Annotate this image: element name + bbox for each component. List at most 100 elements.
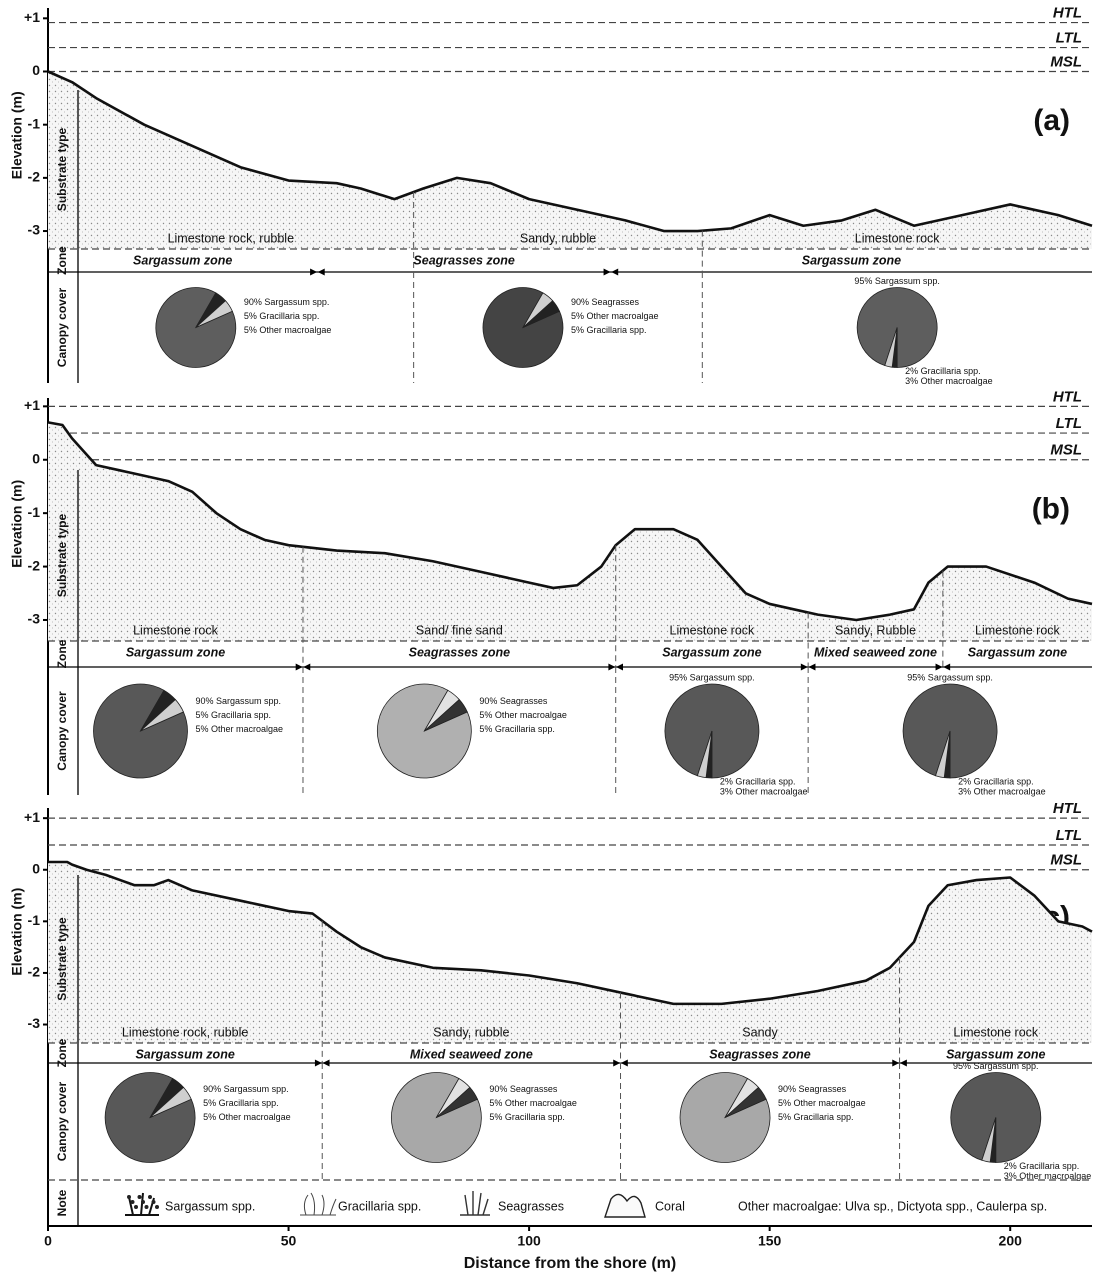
x-axis-title: Distance from the shore (m) [464, 1255, 676, 1272]
icon-dot [134, 1205, 138, 1209]
pie-label: 90% Seagrasses [571, 297, 640, 307]
y-tick-label: -3 [28, 222, 41, 238]
row-label: Substrate type [55, 127, 69, 211]
pie-label: 5% Gracillaria spp. [571, 325, 647, 335]
icon-dot [138, 1195, 142, 1199]
x-tick-label: 150 [758, 1233, 782, 1249]
pie-label: 90% Sargassum spp. [195, 696, 281, 706]
substrate-label: Sandy [742, 1025, 778, 1039]
zone-label: Seagrasses zone [409, 645, 510, 659]
icon-stroke [605, 1194, 645, 1217]
legend-icon [460, 1191, 490, 1215]
y-axis-title: Elevation (m) [9, 888, 25, 976]
x-tick-label: 0 [44, 1233, 52, 1249]
y-tick-label: +1 [24, 397, 40, 413]
icon-dot [155, 1205, 159, 1209]
zone-label: Sargassum zone [946, 1047, 1045, 1061]
tide-label: MSL [1050, 852, 1082, 869]
y-tick-label: -1 [28, 912, 41, 928]
pie-label: 90% Sargassum spp. [203, 1084, 289, 1094]
substrate-label: Sand/ fine sand [416, 623, 503, 637]
pie-label: 5% Gracillaria spp. [244, 311, 320, 321]
substrate-fill [48, 862, 1092, 1043]
pie-label: 5% Other macroalgae [244, 325, 332, 335]
y-tick-label: +1 [24, 809, 40, 825]
y-tick-label: -1 [28, 504, 41, 520]
tide-label: LTL [1056, 415, 1082, 432]
substrate-label: Sandy, rubble [520, 231, 596, 245]
zone-label: Sargassum zone [126, 645, 225, 659]
substrate-label: Limestone rock [953, 1025, 1039, 1039]
substrate-label: Limestone rock [975, 623, 1061, 637]
substrate-label: Limestone rock [670, 623, 756, 637]
zone-label: Sargassum zone [662, 645, 761, 659]
y-tick-label: -2 [28, 169, 41, 185]
icon-dot [145, 1205, 149, 1209]
pie-label: 5% Gracillaria spp. [203, 1098, 279, 1108]
row-label: Substrate type [55, 513, 69, 597]
row-label: Substrate type [55, 917, 69, 1001]
icon-stroke [300, 1193, 336, 1215]
substrate-label: Limestone rock, rubble [122, 1025, 249, 1039]
legend-icon [605, 1194, 645, 1217]
tide-label: MSL [1050, 53, 1082, 70]
x-tick-label: 100 [517, 1233, 541, 1249]
chart: Distance from the shore (m) +1 0 -1 -2 -3 Ele… [0, 0, 1094, 1279]
pie-label: 3% Other macroalgae [958, 786, 1046, 796]
icon-dot [148, 1195, 152, 1199]
substrate-label: Limestone rock [133, 623, 219, 637]
zone-label: Mixed seaweed zone [814, 645, 937, 659]
pie-label: 3% Other macroalgae [905, 376, 993, 386]
pie-label: 90% Sargassum spp. [244, 297, 330, 307]
pie-label: 3% Other macroalgae [1004, 1171, 1092, 1181]
pie-label: 90% Seagrasses [479, 696, 548, 706]
tide-label: HTL [1053, 5, 1082, 22]
legend-label: Seagrasses [498, 1199, 564, 1213]
substrate-label: Sandy, rubble [433, 1025, 509, 1039]
y-tick-label: -1 [28, 115, 41, 131]
y-tick-label: 0 [32, 450, 40, 466]
tide-label: LTL [1056, 30, 1082, 47]
substrate-label: Limestone rock [855, 231, 941, 245]
y-axis-title: Elevation (m) [9, 91, 25, 179]
icon-dot [131, 1200, 135, 1204]
legend-label: Sargassum spp. [165, 1199, 255, 1213]
y-tick-label: -3 [28, 1015, 41, 1031]
pie-label: 2% Gracillaria spp. [720, 776, 796, 786]
tide-label: LTL [1056, 827, 1082, 844]
panel-label: (b) [1032, 492, 1070, 525]
row-label: Canopy cover [55, 1081, 69, 1161]
y-tick-label: 0 [32, 62, 40, 78]
icon-stroke [460, 1191, 490, 1215]
zone-label: Seagrasses zone [413, 253, 514, 267]
legend-icon [125, 1193, 159, 1215]
row-label: Note [55, 1189, 69, 1216]
pie-label: 5% Other macroalgae [778, 1098, 866, 1108]
y-tick-label: 0 [32, 860, 40, 876]
zone-label: Sargassum zone [133, 253, 232, 267]
pie-label: 5% Other macroalgae [479, 710, 567, 720]
tide-label: HTL [1053, 388, 1082, 405]
legend-icon [300, 1193, 336, 1215]
pie-label: 5% Gracillaria spp. [778, 1112, 854, 1122]
pie-label: 2% Gracillaria spp. [958, 776, 1034, 786]
pie-label: 5% Other macroalgae [195, 724, 283, 734]
substrate-fill [48, 422, 1092, 641]
row-label: Canopy cover [55, 691, 69, 771]
pie-label: 5% Other macroalgae [489, 1098, 577, 1108]
substrate-label: Sandy, Rubble [835, 623, 916, 637]
pie-label: 3% Other macroalgae [720, 786, 808, 796]
tide-label: HTL [1053, 800, 1082, 817]
tide-label: MSL [1050, 442, 1082, 459]
icon-dot [152, 1200, 156, 1204]
x-tick-label: 50 [281, 1233, 297, 1249]
pie-label: 5% Gracillaria spp. [489, 1112, 565, 1122]
y-tick-label: -2 [28, 964, 41, 980]
icon-dot [127, 1195, 131, 1199]
row-label: Canopy cover [55, 287, 69, 367]
zone-label: Seagrasses zone [709, 1047, 810, 1061]
panel-label: (a) [1033, 104, 1070, 137]
y-tick-label: +1 [24, 9, 40, 25]
pie-label: 95% Sargassum spp. [953, 1061, 1039, 1071]
substrate-fill [48, 72, 1092, 250]
